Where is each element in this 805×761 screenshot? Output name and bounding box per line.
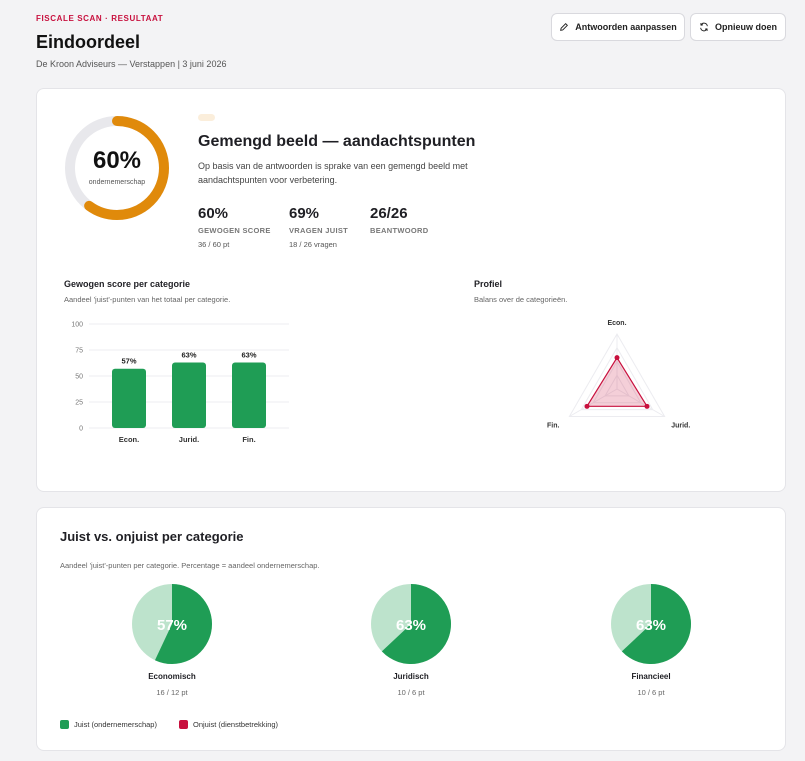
- pie-name: Economisch: [148, 672, 196, 681]
- bar-value-label: 63%: [181, 350, 196, 359]
- y-tick-label: 100: [71, 322, 83, 329]
- x-tick-label: Econ.: [119, 435, 139, 444]
- refresh-icon: [700, 22, 708, 32]
- bar-chart: 0 25 50 75 100 57% Econ. 63% Jurid. 63% Fin.: [71, 322, 289, 444]
- pie-financieel: 63%: [611, 584, 692, 664]
- pie-percent-label: 63%: [636, 617, 666, 634]
- legend-swatch-green: [60, 720, 69, 729]
- stat-weighted-score: 60% GEWOGEN SCORE 36 / 60 pt: [198, 205, 271, 249]
- page-header: FISCALE SCAN · RESULTAAT Eindoordeel De …: [36, 14, 226, 69]
- bar-value-label: 63%: [241, 350, 256, 359]
- y-tick-label: 0: [79, 426, 83, 433]
- pie-name: Juridisch: [393, 672, 429, 681]
- stat-answered: 26/26 BEANTWOORD: [370, 205, 428, 235]
- radar-grid-ring: [604, 374, 630, 397]
- radar-axis-label: Fin.: [547, 423, 559, 430]
- pie-percent-label: 57%: [157, 617, 187, 634]
- radar-axis-line: [616, 388, 665, 417]
- result-card: 60% ondernemerschap Gemengd beeld — aand…: [36, 88, 786, 492]
- bar-econ: [112, 368, 146, 428]
- page-title: Eindoordeel: [36, 32, 141, 52]
- stat-label: BEANTWOORD: [370, 226, 429, 235]
- redo-button[interactable]: Opnieuw doen: [690, 13, 786, 41]
- y-tick-label: 75: [75, 348, 83, 355]
- pie-percent-label: 63%: [396, 617, 426, 634]
- bar-jurid: [172, 362, 206, 428]
- status-pill: [198, 114, 215, 121]
- bar-chart-title: Gewogen score per categorie: [64, 279, 191, 289]
- stat-label: VRAGEN JUIST: [289, 226, 349, 235]
- pencil-icon: [560, 23, 569, 31]
- y-tick-label: 25: [75, 400, 83, 407]
- pie-economisch: 57%: [132, 584, 213, 664]
- stat-value: 26/26: [370, 205, 408, 222]
- pie-card: Juist vs. onjuist per categorie Aandeel …: [36, 507, 786, 751]
- redo-label: Opnieuw doen: [715, 22, 777, 32]
- radar-grid-ring: [568, 332, 666, 417]
- pie-points: 10 / 6 pt: [397, 688, 425, 697]
- x-tick-label: Jurid.: [179, 435, 199, 444]
- gauge-value: 60%: [93, 147, 141, 174]
- radar-axis-label: Jurid.: [671, 423, 690, 430]
- radar-axis-label: Econ.: [607, 320, 626, 327]
- stat-questions-correct: 69% VRAGEN JUIST 18 / 26 vragen: [289, 205, 348, 249]
- stat-value: 69%: [289, 205, 320, 222]
- legend-item-onjuist: Onjuist (dienstbetrekking): [179, 720, 278, 729]
- pie-card-subtitle: Aandeel 'juist'-punten per categorie. Pe…: [60, 561, 320, 570]
- x-tick-label: Fin.: [242, 435, 255, 444]
- bar-chart-subtitle: Aandeel 'juist'-punten van het totaal pe…: [64, 295, 231, 304]
- eyebrow-label: FISCALE SCAN · RESULTAAT: [36, 14, 164, 23]
- stat-sub: 18 / 26 vragen: [289, 240, 337, 249]
- pie-slice-juist: [381, 584, 452, 664]
- radar-grid-ring: [592, 360, 642, 404]
- pie-juridisch: 63%: [371, 584, 452, 664]
- y-tick-label: 50: [75, 374, 83, 381]
- pie-points: 16 / 12 pt: [156, 688, 188, 697]
- pie-slice-juist: [154, 584, 213, 664]
- summary-text: Op basis van de antwoorden is sprake van…: [198, 161, 468, 185]
- legend-item-juist: Juist (ondernemerschap): [60, 720, 157, 729]
- radar-chart-subtitle: Balans over de categorieën.: [474, 295, 568, 304]
- summary-title: Gemengd beeld — aandachtspunten: [198, 133, 476, 150]
- edit-answers-button[interactable]: Antwoorden aanpassen: [551, 13, 685, 41]
- legend-label: Juist (ondernemerschap): [74, 720, 157, 729]
- radar-axis-line: [569, 388, 618, 417]
- legend-label: Onjuist (dienstbetrekking): [193, 720, 279, 729]
- radar-point-jurid: [644, 403, 650, 409]
- stat-value: 60%: [198, 205, 229, 222]
- stat-sub: 36 / 60 pt: [198, 240, 230, 249]
- pie-name: Financieel: [631, 672, 671, 681]
- page-subtitle: De Kroon Adviseurs — Verstappen | 3 juni…: [36, 59, 227, 69]
- legend-swatch-red: [179, 720, 188, 729]
- radar-point-econ: [614, 355, 620, 361]
- pie-card-title: Juist vs. onjuist per categorie: [60, 529, 244, 544]
- edit-answers-label: Antwoorden aanpassen: [575, 22, 677, 32]
- radar-value-area: [585, 356, 649, 407]
- pie-slice-juist: [621, 584, 692, 664]
- gauge-arc: [65, 116, 169, 220]
- stat-label: GEWOGEN SCORE: [198, 226, 271, 235]
- bar-value-label: 57%: [121, 357, 136, 366]
- bar-fin: [232, 362, 266, 428]
- radar-grid-ring: [580, 346, 654, 411]
- gauge-caption: ondernemerschap: [89, 179, 146, 186]
- radar-point-fin: [584, 403, 590, 409]
- pie-points: 10 / 6 pt: [637, 688, 665, 697]
- score-gauge: 60% ondernemerschap: [65, 116, 169, 220]
- radar-chart: Econ. Jurid. Fin.: [547, 320, 690, 430]
- radar-chart-title: Profiel: [474, 279, 503, 289]
